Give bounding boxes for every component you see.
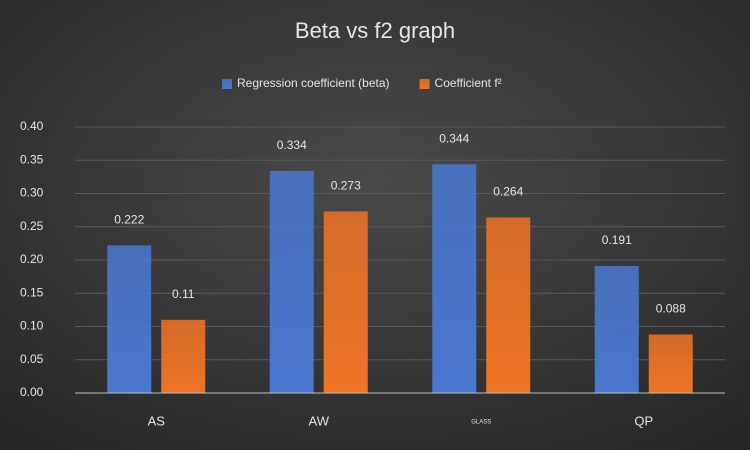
- value-label: 0.088: [656, 302, 686, 316]
- bar: [432, 164, 477, 393]
- y-tick-label: 0.20: [20, 252, 44, 266]
- bar: [323, 211, 368, 393]
- bar: [161, 319, 206, 393]
- legend-label: Coefficient f²: [435, 76, 502, 90]
- y-tick-label: 0.00: [20, 385, 44, 399]
- legend-swatch: [419, 79, 430, 89]
- value-label: 0.344: [439, 131, 469, 145]
- x-tick-label: AW: [309, 413, 330, 428]
- value-label: 0.334: [277, 138, 307, 152]
- value-label: 0.264: [493, 185, 523, 199]
- x-tick-label: AS: [148, 413, 166, 428]
- legend-label: Regression coefficient (beta): [237, 76, 390, 90]
- bar: [648, 334, 693, 393]
- value-label: 0.11: [172, 287, 195, 301]
- bar: [107, 245, 152, 393]
- y-tick-label: 0.40: [20, 119, 44, 133]
- bar: [486, 217, 531, 393]
- x-tick-label: GLASS: [471, 420, 491, 426]
- y-tick-label: 0.05: [20, 352, 44, 366]
- x-tick-label: QP: [634, 413, 653, 428]
- y-tick-label: 0.25: [20, 219, 44, 233]
- value-label: 0.222: [114, 213, 144, 227]
- bar: [594, 265, 639, 393]
- y-tick-label: 0.15: [20, 285, 44, 299]
- value-label: 0.273: [331, 179, 361, 193]
- legend-swatch: [222, 79, 232, 89]
- value-label: 0.191: [602, 233, 632, 247]
- y-tick-label: 0.30: [20, 186, 44, 200]
- y-tick-label: 0.35: [20, 152, 44, 166]
- y-tick-label: 0.10: [20, 319, 44, 333]
- chart-title: Beta vs f2 graph: [295, 18, 455, 43]
- bar: [269, 170, 314, 393]
